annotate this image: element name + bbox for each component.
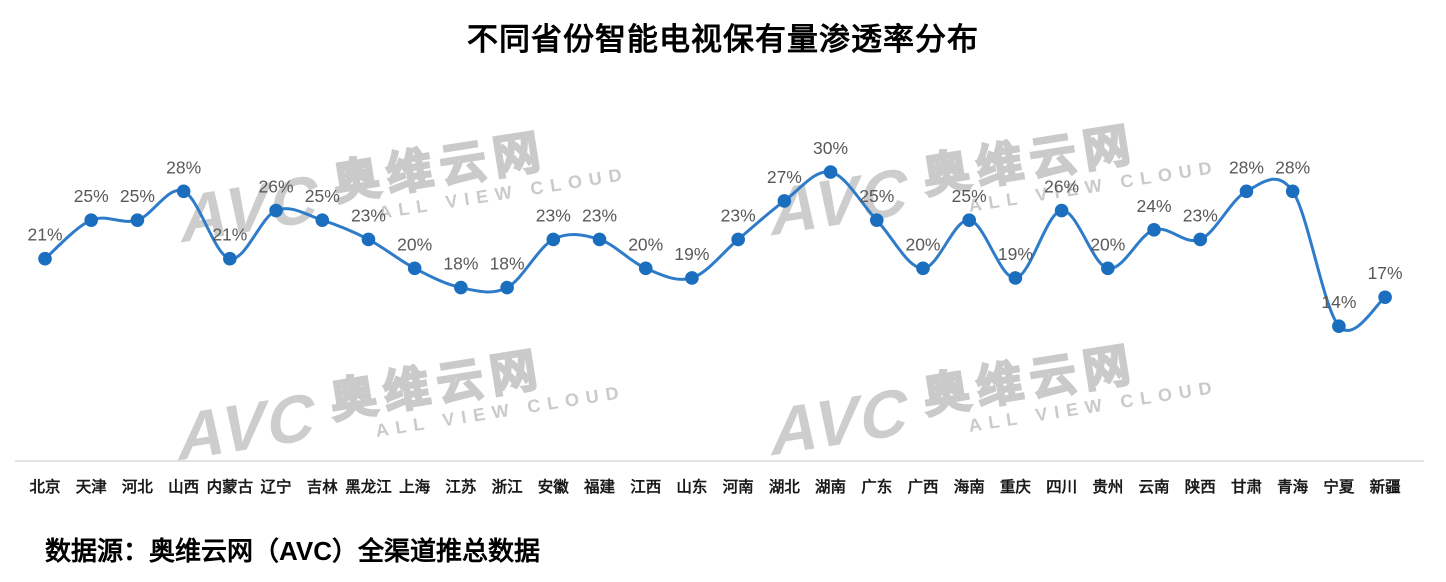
data-label: 20% — [905, 234, 940, 254]
x-axis-label: 海南 — [954, 477, 985, 496]
data-point — [361, 232, 376, 247]
data-point — [777, 194, 792, 208]
data-label: 23% — [1183, 205, 1218, 225]
data-point — [962, 213, 976, 227]
data-point — [1239, 184, 1254, 199]
x-axis-label: 河南 — [723, 477, 754, 496]
data-label: 20% — [628, 234, 663, 254]
x-axis-label: 吉林 — [307, 477, 339, 496]
data-label: 18% — [490, 254, 525, 274]
data-label: 27% — [767, 167, 802, 187]
data-label: 28% — [166, 157, 201, 177]
x-axis-label: 上海 — [399, 477, 431, 496]
data-point — [638, 261, 653, 276]
data-point — [1101, 261, 1115, 276]
data-label: 19% — [674, 244, 709, 264]
data-point — [823, 165, 838, 179]
data-point — [38, 251, 52, 266]
x-axis-label: 辽宁 — [261, 477, 292, 496]
data-point — [269, 203, 283, 218]
x-axis-label: 云南 — [1139, 477, 1170, 496]
source-note: 数据源：奥维云网（AVC）全渠道推总数据 — [45, 536, 540, 566]
x-axis-label: 宁夏 — [1323, 477, 1355, 496]
data-point — [84, 213, 99, 227]
x-axis-label: 山西 — [168, 478, 199, 496]
data-point — [592, 232, 607, 247]
data-label: 20% — [397, 234, 432, 254]
data-label: 19% — [998, 244, 1033, 264]
x-axis-label: 浙江 — [492, 477, 524, 496]
x-axis-label: 江苏 — [445, 477, 477, 496]
data-point — [454, 280, 468, 295]
data-label: 26% — [1044, 177, 1079, 197]
x-axis-label: 广西 — [907, 477, 938, 496]
data-point — [869, 213, 884, 227]
data-point — [1147, 223, 1161, 237]
data-label: 25% — [120, 186, 155, 206]
data-label: 25% — [952, 186, 987, 206]
data-point — [685, 271, 699, 285]
data-point — [1332, 319, 1346, 333]
data-point — [1378, 290, 1392, 305]
data-point — [1008, 271, 1023, 285]
data-label: 28% — [1275, 157, 1310, 177]
data-label: 17% — [1368, 263, 1403, 283]
x-axis-label: 四川 — [1046, 479, 1077, 496]
x-axis-label: 贵州 — [1092, 477, 1123, 496]
data-point — [176, 184, 191, 199]
x-axis-label: 陕西 — [1185, 477, 1216, 496]
x-axis-label: 重庆 — [1000, 477, 1032, 496]
x-axis-label: 湖北 — [769, 478, 801, 496]
data-point — [1285, 184, 1300, 199]
data-point — [407, 261, 422, 276]
x-axis-label: 天津 — [76, 478, 108, 496]
x-axis-label: 湖南 — [815, 477, 846, 496]
data-point — [1054, 203, 1069, 218]
data-label: 24% — [1137, 196, 1172, 216]
data-point — [731, 232, 745, 247]
data-point — [916, 261, 930, 276]
x-axis-label: 黑龙江 — [345, 477, 392, 496]
x-axis-label: 青海 — [1277, 477, 1309, 496]
data-label: 14% — [1321, 292, 1356, 312]
data-point — [500, 280, 514, 295]
chart-title: 不同省份智能电视保有量渗透率分布 — [467, 22, 979, 57]
x-axis-label: 北京 — [29, 477, 60, 496]
x-axis-label: 山东 — [676, 477, 707, 496]
data-label: 23% — [721, 205, 756, 225]
data-label: 25% — [305, 186, 340, 206]
data-point — [130, 213, 145, 227]
data-point — [315, 213, 330, 227]
data-label: 25% — [74, 186, 109, 206]
data-point — [1193, 232, 1208, 247]
trend-line — [43, 170, 1387, 332]
data-label: 25% — [859, 186, 894, 206]
data-label: 26% — [259, 177, 294, 197]
data-label: 30% — [813, 138, 848, 158]
data-label: 21% — [212, 225, 247, 245]
data-label: 23% — [536, 205, 571, 225]
data-label: 23% — [582, 205, 617, 225]
x-axis-label: 河北 — [122, 477, 154, 496]
x-axis-label: 内蒙古 — [207, 477, 254, 496]
x-axis-label: 广东 — [861, 477, 892, 496]
x-axis-label: 福建 — [583, 477, 616, 496]
data-label: 28% — [1229, 157, 1264, 177]
data-label: 21% — [27, 225, 62, 245]
data-point — [546, 232, 561, 247]
x-axis-label: 新疆 — [1370, 477, 1402, 496]
x-axis-label: 安徽 — [538, 477, 570, 496]
x-axis-label: 甘肃 — [1231, 478, 1262, 496]
data-label: 18% — [443, 254, 478, 274]
data-label: 20% — [1090, 234, 1125, 254]
x-axis-label: 江西 — [630, 478, 661, 496]
data-label: 23% — [351, 205, 386, 225]
data-point — [223, 251, 237, 266]
